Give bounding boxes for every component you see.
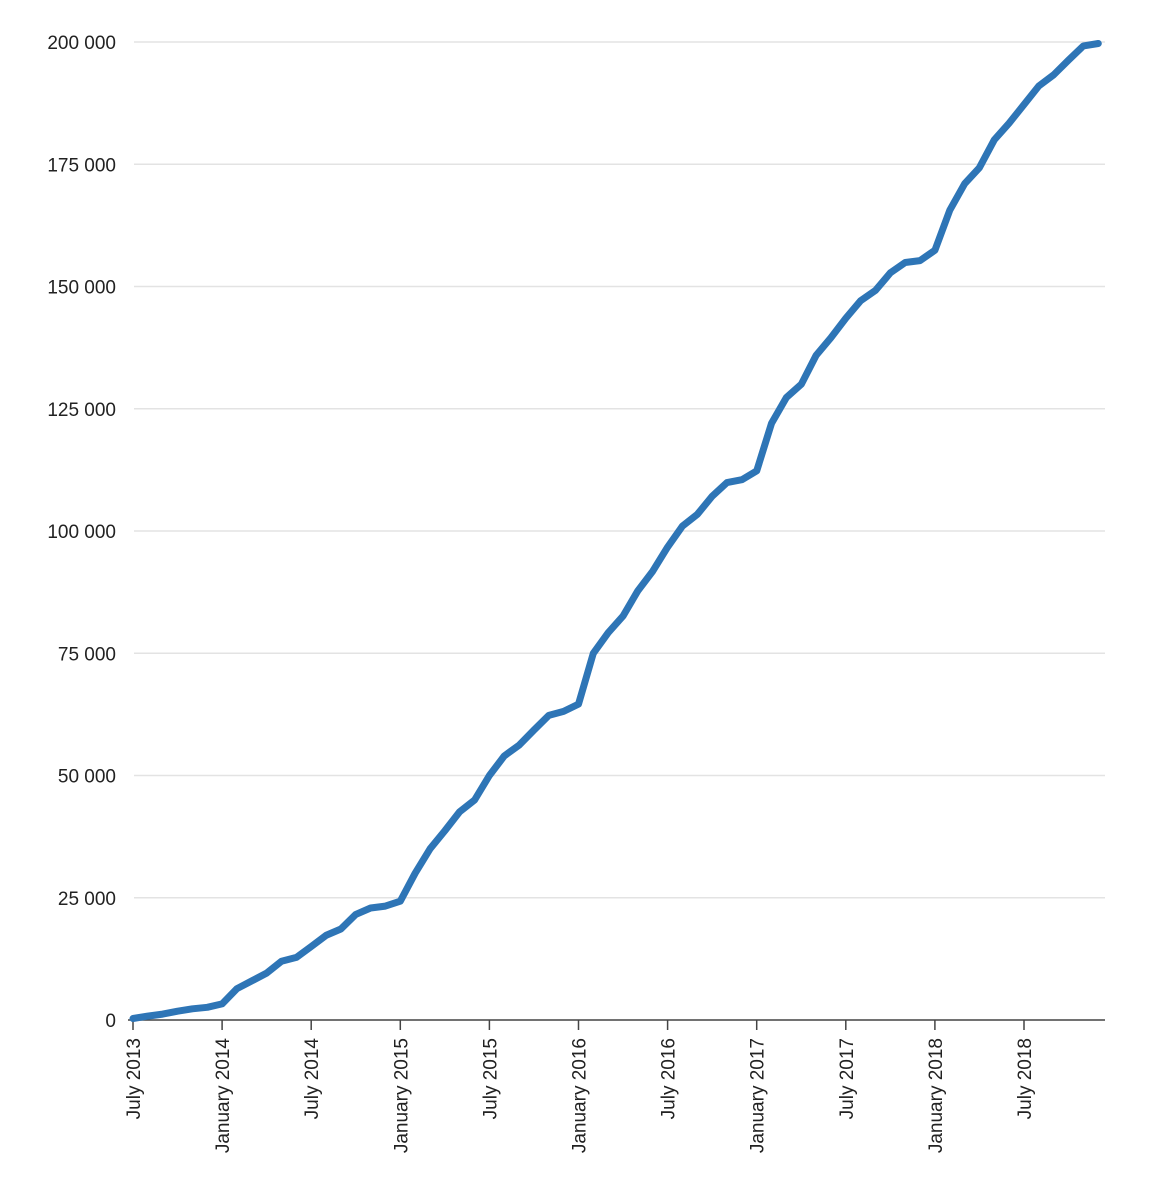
- y-tick-label: 25 000: [58, 889, 116, 910]
- gridlines: [134, 41, 1105, 899]
- y-tick-label: 150 000: [47, 278, 116, 299]
- x-tick-label: January 2016: [570, 1038, 591, 1153]
- y-tick-label: 175 000: [47, 155, 116, 176]
- y-axis-tick-labels: 0 25 000 50 000 75 000 100 000 125 000 150 000…: [47, 33, 116, 1032]
- x-tick-label: July 2017: [837, 1038, 858, 1119]
- y-tick-label: 100 000: [47, 522, 116, 543]
- x-axis-ticks: [132, 1020, 1025, 1030]
- series-layer: [129, 40, 1102, 1022]
- y-tick-label: 0: [105, 1011, 116, 1032]
- x-tick-label: July 2018: [1015, 1038, 1036, 1119]
- y-tick-label: 200 000: [47, 33, 116, 54]
- y-tick-label: 50 000: [58, 767, 116, 788]
- y-tick-label: 75 000: [58, 644, 116, 665]
- x-tick-label: July 2015: [480, 1038, 501, 1119]
- y-tick-label: 125 000: [47, 400, 116, 421]
- x-tick-label: July 2013: [124, 1038, 145, 1119]
- x-tick-label: July 2016: [659, 1038, 680, 1119]
- x-axis-tick-labels: July 2013 January 2014 July 2014 January 20…: [124, 1038, 1036, 1154]
- x-tick-label: July 2014: [302, 1038, 323, 1120]
- x-tick-label: January 2015: [391, 1038, 412, 1153]
- x-tick-label: January 2017: [748, 1038, 769, 1153]
- x-tick-label: January 2018: [926, 1038, 947, 1153]
- x-tick-label: January 2014: [213, 1038, 234, 1154]
- series-line: [129, 40, 1102, 1022]
